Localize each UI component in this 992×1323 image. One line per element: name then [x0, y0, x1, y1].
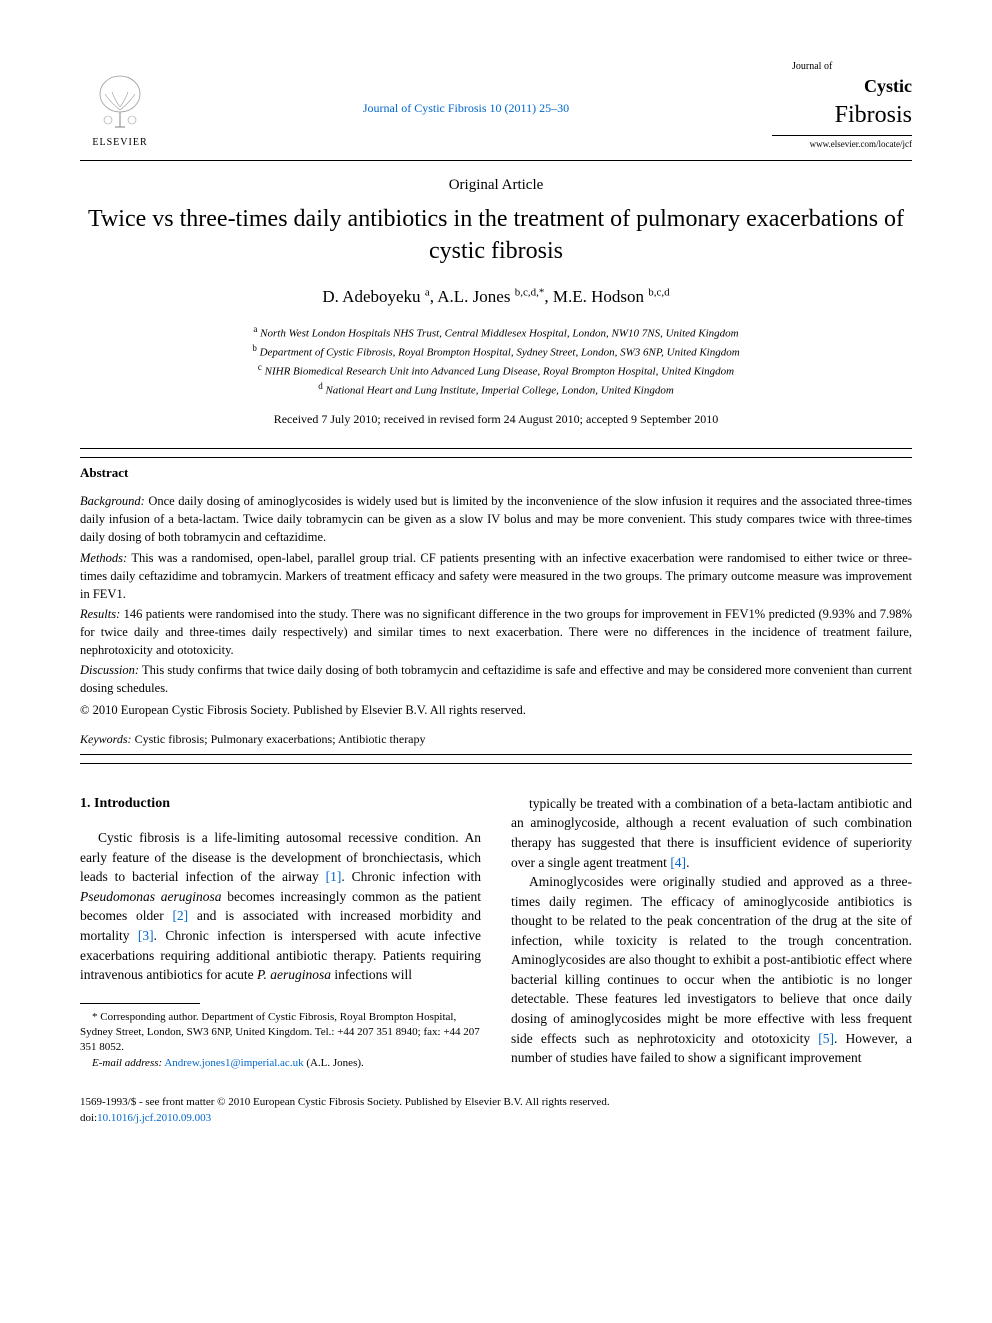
divider — [80, 160, 912, 161]
corresponding-author: * Corresponding author. Department of Cy… — [80, 1010, 481, 1056]
doi-line: doi:10.1016/j.jcf.2010.09.003 — [80, 1111, 912, 1126]
abstract-heading: Abstract — [80, 464, 912, 482]
body-paragraph: typically be treated with a combination … — [511, 794, 912, 872]
doi-label: doi: — [80, 1112, 97, 1124]
journal-name-sub: Fibrosis — [772, 99, 912, 133]
ref-link[interactable]: [5] — [818, 1031, 834, 1046]
keywords-text: Cystic fibrosis; Pulmonary exacerbations… — [135, 732, 426, 746]
email-line: E-mail address: Andrew.jones1@imperial.a… — [80, 1056, 481, 1071]
article-dates: Received 7 July 2010; received in revise… — [80, 411, 912, 428]
elsevier-tree-icon — [90, 72, 150, 132]
copyright: © 2010 European Cystic Fibrosis Society.… — [80, 702, 912, 720]
journal-name-small: Journal of — [772, 60, 912, 74]
abstract-section: Methods: This was a randomised, open-lab… — [80, 549, 912, 603]
journal-logo: Journal of Cystic Fibrosis www.elsevier.… — [772, 60, 912, 150]
body-paragraph: Cystic fibrosis is a life-limiting autos… — [80, 828, 481, 985]
doi-link[interactable]: 10.1016/j.jcf.2010.09.003 — [97, 1112, 211, 1124]
bottom-bar: 1569-1993/$ - see front matter © 2010 Eu… — [80, 1095, 912, 1126]
body-paragraph: Aminoglycosides were originally studied … — [511, 872, 912, 1068]
ref-link[interactable]: [4] — [670, 855, 686, 870]
right-column: typically be treated with a combination … — [511, 794, 912, 1071]
keywords: Keywords: Cystic fibrosis; Pulmonary exa… — [80, 731, 912, 748]
issn-line: 1569-1993/$ - see front matter © 2010 Eu… — [80, 1095, 912, 1110]
footnote-divider — [80, 1003, 200, 1004]
email-author: (A.L. Jones). — [306, 1057, 363, 1069]
ref-link[interactable]: [1] — [326, 869, 342, 884]
body-columns: 1. Introduction Cystic fibrosis is a lif… — [80, 794, 912, 1071]
keywords-label: Keywords: — [80, 732, 132, 746]
header: ELSEVIER Journal of Cystic Fibrosis 10 (… — [80, 60, 912, 150]
affiliation: a North West London Hospitals NHS Trust,… — [80, 323, 912, 342]
footnotes: * Corresponding author. Department of Cy… — [80, 1010, 481, 1072]
publisher-name: ELSEVIER — [92, 136, 147, 150]
abstract-body: Background: Once daily dosing of aminogl… — [80, 492, 912, 697]
authors: D. Adeboyeku a, A.L. Jones b,c,d,*, M.E.… — [80, 285, 912, 309]
journal-url[interactable]: www.elsevier.com/locate/jcf — [772, 135, 912, 151]
email-label: E-mail address: — [92, 1057, 162, 1069]
article-title: Twice vs three-times daily antibiotics i… — [80, 204, 912, 266]
journal-citation[interactable]: Journal of Cystic Fibrosis 10 (2011) 25–… — [160, 60, 772, 117]
affiliation: d National Heart and Lung Institute, Imp… — [80, 380, 912, 399]
divider — [80, 448, 912, 449]
divider — [80, 457, 912, 458]
affiliation: b Department of Cystic Fibrosis, Royal B… — [80, 342, 912, 361]
abstract-section: Background: Once daily dosing of aminogl… — [80, 492, 912, 546]
divider — [80, 754, 912, 755]
left-column: 1. Introduction Cystic fibrosis is a lif… — [80, 794, 481, 1071]
ref-link[interactable]: [2] — [172, 908, 188, 923]
affiliation: c NIHR Biomedical Research Unit into Adv… — [80, 361, 912, 380]
publisher-logo: ELSEVIER — [80, 60, 160, 150]
abstract-section: Results: 146 patients were randomised in… — [80, 605, 912, 659]
divider — [80, 763, 912, 764]
journal-name-main: Cystic — [772, 74, 912, 99]
article-type: Original Article — [80, 175, 912, 196]
section-heading: 1. Introduction — [80, 794, 481, 814]
email-link[interactable]: Andrew.jones1@imperial.ac.uk — [164, 1057, 303, 1069]
affiliations: a North West London Hospitals NHS Trust,… — [80, 323, 912, 400]
abstract-section: Discussion: This study confirms that twi… — [80, 661, 912, 697]
ref-link[interactable]: [3] — [138, 928, 154, 943]
